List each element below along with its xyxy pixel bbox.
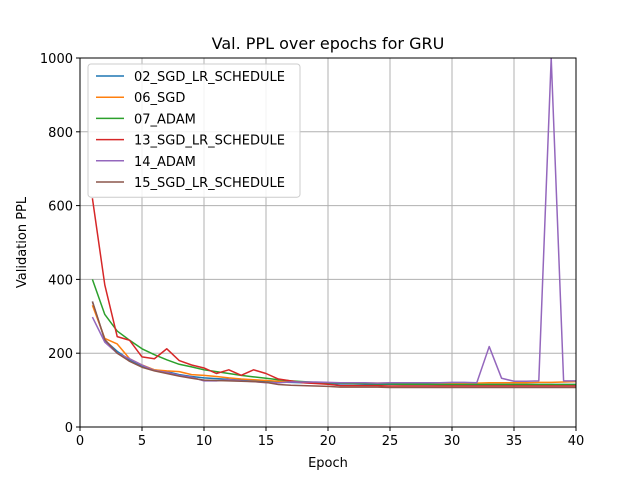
- y-tick-label: 800: [48, 126, 73, 141]
- series-line-14-adam: [91, 58, 576, 384]
- x-tick-label: 35: [506, 434, 523, 449]
- y-tick-label: 400: [48, 273, 73, 288]
- series-line-15-sgd-lr-schedule: [91, 301, 576, 389]
- x-tick-label: 15: [258, 434, 275, 449]
- x-axis-title: Epoch: [308, 456, 348, 471]
- x-tick-label: 40: [568, 434, 585, 449]
- y-axis-title: Validation PPL: [15, 196, 30, 288]
- series-line-13-sgd-lr-schedule: [91, 198, 576, 387]
- legend-box: [87, 63, 301, 198]
- x-tick-label: 30: [444, 434, 461, 449]
- chart-title: Val. PPL over epochs for GRU: [212, 34, 445, 53]
- legend-label: 02_SGD_LR_SCHEDULE: [134, 70, 285, 85]
- legend-label: 07_ADAM: [134, 112, 196, 127]
- y-tick-label: 600: [48, 200, 73, 215]
- legend-label: 06_SGD: [134, 91, 185, 106]
- x-tick-label: 5: [138, 434, 146, 449]
- x-tick-label: 25: [382, 434, 399, 449]
- legend: 02_SGD_LR_SCHEDULE 06_SGD 07_ADAM 13_SGD_LR…: [87, 63, 301, 198]
- x-tick-label: 0: [76, 434, 84, 449]
- x-tick-label: 20: [320, 434, 337, 449]
- y-tick-label: 0: [65, 421, 73, 436]
- x-tick-label: 10: [196, 434, 213, 449]
- series-lines: [91, 58, 576, 389]
- legend-label: 13_SGD_LR_SCHEDULE: [134, 134, 285, 149]
- legend-label: 14_ADAM: [134, 155, 196, 170]
- y-tick-label: 200: [48, 347, 73, 362]
- y-tick-label: 1000: [40, 52, 73, 67]
- legend-label: 15_SGD_LR_SCHEDULE: [134, 176, 285, 191]
